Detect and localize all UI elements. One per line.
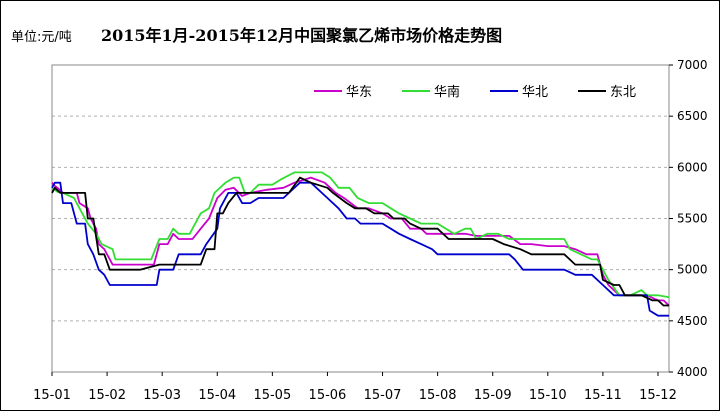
y-tick-label: 6500 xyxy=(677,109,708,123)
chart-title: 2015年1月-2015年12月中国聚氯乙烯市场价格走势图 xyxy=(101,26,503,45)
x-tick-label: 15-05 xyxy=(253,388,291,403)
x-tick-label: 15-10 xyxy=(529,388,567,403)
x-tick-label: 15-08 xyxy=(419,388,457,403)
x-tick-label: 15-01 xyxy=(33,388,71,403)
legend-label: 华南 xyxy=(434,84,460,100)
x-tick-label: 15-04 xyxy=(198,388,236,403)
x-tick-label: 15-03 xyxy=(143,388,181,403)
legend-label: 东北 xyxy=(610,85,636,100)
legend-label: 华东 xyxy=(346,85,372,100)
unit-label: 单位:元/吨 xyxy=(11,30,72,45)
x-tick-label: 15-12 xyxy=(639,388,677,403)
y-tick-label: 7000 xyxy=(677,58,708,72)
x-tick-label: 15-02 xyxy=(88,388,126,403)
x-tick-label: 15-07 xyxy=(364,388,402,403)
x-tick-label: 15-06 xyxy=(309,388,347,403)
series-line xyxy=(51,176,670,307)
series-line xyxy=(51,176,669,307)
y-tick-label: 4500 xyxy=(677,314,708,328)
x-tick-label: 15-09 xyxy=(474,388,512,403)
series-line xyxy=(51,171,670,299)
y-tick-label: 5500 xyxy=(677,212,708,226)
x-tick-label: 15-11 xyxy=(584,388,622,403)
y-tick-label: 4000 xyxy=(677,365,708,379)
legend-label: 华北 xyxy=(522,85,548,100)
y-tick-label: 5000 xyxy=(677,263,708,277)
y-tick-label: 6000 xyxy=(677,160,708,174)
series-line xyxy=(51,181,669,317)
